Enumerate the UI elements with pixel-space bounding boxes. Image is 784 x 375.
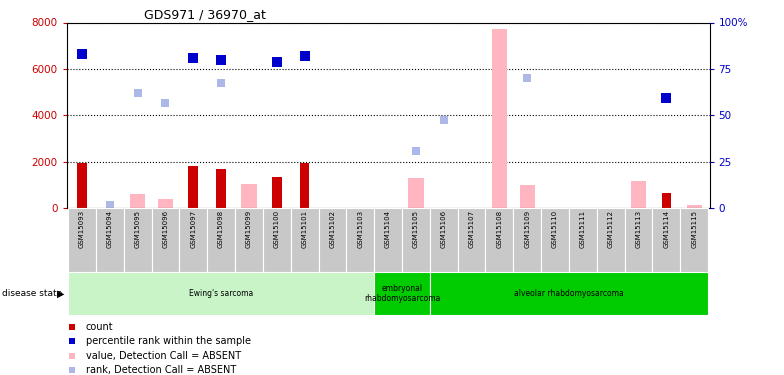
- Bar: [180, 208, 207, 272]
- Text: value, Detection Call = ABSENT: value, Detection Call = ABSENT: [86, 351, 241, 361]
- Text: GSM15103: GSM15103: [358, 210, 363, 248]
- Bar: [569, 208, 597, 272]
- Point: [215, 57, 227, 63]
- Text: GSM15097: GSM15097: [191, 210, 196, 248]
- Bar: [631, 182, 646, 208]
- Bar: [402, 208, 430, 272]
- Point: [215, 80, 227, 86]
- Point: [299, 53, 311, 59]
- Text: GSM15098: GSM15098: [218, 210, 224, 248]
- Bar: [430, 208, 458, 272]
- Bar: [625, 208, 652, 272]
- Text: embryonal
rhabdomyosarcoma: embryonal rhabdomyosarcoma: [364, 284, 440, 303]
- Point: [103, 202, 116, 208]
- Text: ▶: ▶: [57, 288, 65, 298]
- Point: [132, 90, 144, 96]
- Text: GSM15094: GSM15094: [107, 210, 113, 248]
- Bar: [68, 208, 96, 272]
- Bar: [492, 30, 507, 208]
- Bar: [374, 208, 402, 272]
- Text: GDS971 / 36970_at: GDS971 / 36970_at: [143, 8, 266, 21]
- Bar: [96, 208, 124, 272]
- Text: GSM15095: GSM15095: [135, 210, 140, 248]
- Bar: [347, 208, 374, 272]
- Bar: [235, 208, 263, 272]
- Text: rank, Detection Call = ABSENT: rank, Detection Call = ABSENT: [86, 365, 236, 375]
- Bar: [318, 208, 347, 272]
- Text: GSM15105: GSM15105: [413, 210, 419, 248]
- Bar: [291, 208, 318, 272]
- Text: GSM15107: GSM15107: [469, 210, 474, 248]
- Text: GSM15115: GSM15115: [691, 210, 697, 248]
- Bar: [652, 208, 681, 272]
- Text: GSM15114: GSM15114: [663, 210, 670, 248]
- Point: [521, 75, 533, 81]
- Text: GSM15104: GSM15104: [385, 210, 391, 248]
- Text: Ewing's sarcoma: Ewing's sarcoma: [189, 289, 253, 298]
- Point: [437, 117, 450, 123]
- Text: alveolar rhabdomyosarcoma: alveolar rhabdomyosarcoma: [514, 289, 624, 298]
- Bar: [541, 208, 569, 272]
- Point: [270, 59, 283, 65]
- Text: GSM15102: GSM15102: [329, 210, 336, 248]
- Text: GSM15106: GSM15106: [441, 210, 447, 248]
- Text: GSM15101: GSM15101: [302, 210, 307, 248]
- Bar: [124, 208, 151, 272]
- Point: [660, 95, 673, 101]
- Bar: [662, 193, 671, 208]
- Point: [429, 169, 441, 175]
- Bar: [681, 208, 708, 272]
- Bar: [216, 169, 226, 208]
- Bar: [130, 194, 145, 208]
- Bar: [374, 272, 430, 315]
- Bar: [520, 185, 535, 208]
- Text: GSM15109: GSM15109: [524, 210, 530, 248]
- Bar: [263, 208, 291, 272]
- Text: count: count: [86, 322, 114, 332]
- Text: GSM15112: GSM15112: [608, 210, 614, 248]
- Point: [159, 99, 172, 105]
- Text: GSM15111: GSM15111: [580, 210, 586, 248]
- Text: GSM15108: GSM15108: [496, 210, 503, 248]
- Bar: [241, 184, 256, 208]
- Bar: [77, 163, 87, 208]
- Point: [409, 148, 422, 154]
- Text: GSM15100: GSM15100: [274, 210, 280, 248]
- Bar: [514, 208, 541, 272]
- Bar: [188, 166, 198, 208]
- Point: [76, 51, 89, 57]
- Text: GSM15093: GSM15093: [79, 210, 85, 248]
- Bar: [68, 272, 374, 315]
- Point: [187, 56, 200, 62]
- Text: GSM15096: GSM15096: [162, 210, 169, 248]
- Point: [429, 301, 441, 307]
- Text: GSM15113: GSM15113: [636, 210, 641, 248]
- Bar: [408, 178, 423, 208]
- Text: percentile rank within the sample: percentile rank within the sample: [86, 336, 251, 346]
- Point: [429, 36, 441, 42]
- Bar: [430, 272, 708, 315]
- Text: disease state: disease state: [2, 289, 62, 298]
- Bar: [158, 199, 173, 208]
- Text: GSM15110: GSM15110: [552, 210, 558, 248]
- Bar: [272, 177, 281, 208]
- Bar: [597, 208, 625, 272]
- Bar: [151, 208, 180, 272]
- Bar: [207, 208, 235, 272]
- Bar: [687, 205, 702, 208]
- Bar: [458, 208, 485, 272]
- Bar: [485, 208, 514, 272]
- Text: GSM15099: GSM15099: [246, 210, 252, 248]
- Bar: [299, 163, 310, 208]
